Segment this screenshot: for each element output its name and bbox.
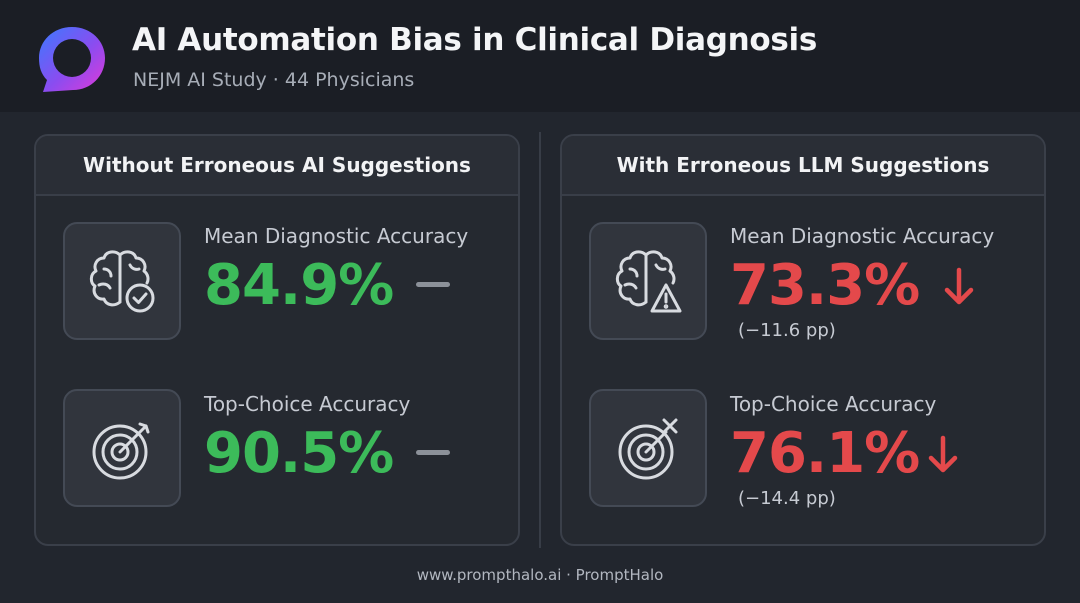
ring-logo-icon — [39, 27, 105, 92]
page-title: AI Automation Bias in Clinical Diagnosis — [132, 22, 818, 58]
target-miss-icon — [589, 389, 707, 507]
metric-value: 76.1% — [730, 421, 920, 486]
brain-check-icon — [63, 222, 181, 340]
target-icon — [63, 389, 181, 507]
page-subtitle: NEJM AI Study · 44 Physicians — [133, 69, 415, 91]
center-divider — [539, 132, 541, 548]
metric-label: Top-Choice Accuracy — [204, 392, 411, 416]
header-bar: AI Automation Bias in Clinical Diagnosis… — [0, 0, 1080, 112]
arrow-down-icon — [928, 435, 958, 473]
brain-warning-icon — [589, 222, 707, 340]
metric-label: Mean Diagnostic Accuracy — [204, 224, 469, 248]
delta-text: (−14.4 pp) — [738, 488, 836, 509]
delta-text: (−11.6 pp) — [738, 320, 836, 341]
panel-without-ai: Without Erroneous AI Suggestions Mean Di… — [34, 134, 520, 546]
flat-trend-icon — [416, 450, 450, 455]
arrow-down-icon — [944, 267, 974, 305]
panel-with-llm: With Erroneous LLM Suggestions Mean Diag… — [560, 134, 1046, 546]
metric-value: 84.9% — [204, 253, 394, 318]
metric-label: Mean Diagnostic Accuracy — [730, 224, 995, 248]
panel-heading: With Erroneous LLM Suggestions — [562, 136, 1044, 196]
metric-value: 90.5% — [204, 421, 394, 486]
metric-value: 73.3% — [730, 253, 920, 318]
metric-label: Top-Choice Accuracy — [730, 392, 937, 416]
footer-credit[interactable]: www.prompthalo.ai · PromptHalo — [416, 566, 664, 584]
panel-heading: Without Erroneous AI Suggestions — [36, 136, 518, 196]
flat-trend-icon — [416, 282, 450, 287]
